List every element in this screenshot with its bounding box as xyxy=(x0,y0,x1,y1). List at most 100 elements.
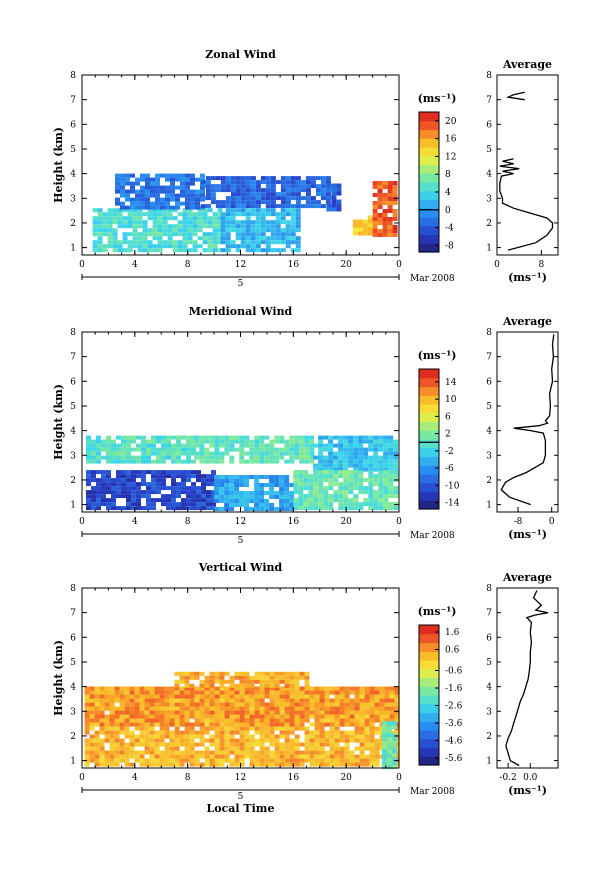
data-cell xyxy=(372,213,378,217)
data-cell xyxy=(179,730,185,735)
data-cell xyxy=(86,498,91,503)
data-cell xyxy=(259,754,265,759)
data-cell xyxy=(219,459,225,464)
data-cell xyxy=(104,722,110,727)
data-cell xyxy=(192,228,198,233)
data-cell xyxy=(234,503,240,507)
data-cell xyxy=(383,467,389,472)
data-cell xyxy=(116,443,121,448)
data-cell xyxy=(363,459,369,464)
data-cell xyxy=(104,758,110,763)
data-cell xyxy=(150,189,155,194)
data-cell xyxy=(229,722,235,727)
data-cell xyxy=(235,220,241,225)
data-cell xyxy=(131,490,136,495)
data-cell xyxy=(373,451,379,456)
data-cell xyxy=(224,503,230,507)
data-cell xyxy=(219,690,225,695)
data-cell xyxy=(189,754,195,759)
data-cell xyxy=(199,762,205,767)
data-cell xyxy=(349,710,355,715)
data-cell xyxy=(194,675,200,680)
data-cell xyxy=(299,710,305,715)
data-cell xyxy=(145,201,150,206)
data-cell xyxy=(293,490,299,495)
data-cell xyxy=(392,233,398,237)
data-cell xyxy=(130,197,135,202)
data-cell xyxy=(394,714,400,719)
data-cell xyxy=(379,698,385,703)
data-cell xyxy=(136,506,141,511)
data-cell xyxy=(164,734,170,739)
data-cell xyxy=(338,498,344,503)
data-cell xyxy=(224,742,230,747)
data-cell xyxy=(353,498,359,503)
data-cell xyxy=(209,683,215,688)
data-cell xyxy=(139,714,145,719)
data-cell xyxy=(199,683,205,688)
data-cell xyxy=(299,750,305,755)
data-cell xyxy=(201,474,206,479)
data-cell xyxy=(264,507,270,511)
data-cell xyxy=(359,686,365,691)
data-cell xyxy=(314,686,320,691)
data-cell xyxy=(279,758,285,763)
data-cell xyxy=(391,721,397,726)
data-cell xyxy=(116,470,121,475)
data-cell xyxy=(295,220,301,225)
data-cell xyxy=(303,470,309,475)
data-cell xyxy=(265,236,271,241)
data-cell xyxy=(101,494,106,499)
data-cell xyxy=(224,702,230,707)
data-cell xyxy=(186,435,191,440)
data-cell xyxy=(204,730,210,735)
data-cell xyxy=(369,690,375,695)
data-cell xyxy=(323,459,329,464)
data-cell xyxy=(187,212,193,217)
data-cell xyxy=(187,236,193,241)
data-cell xyxy=(313,502,319,507)
data-cell xyxy=(172,216,178,221)
data-cell xyxy=(181,482,186,487)
data-cell xyxy=(280,196,286,201)
data-cell xyxy=(171,451,176,456)
data-cell xyxy=(369,762,375,767)
data-cell xyxy=(255,196,261,201)
data-cell xyxy=(174,698,180,703)
data-cell xyxy=(234,714,240,719)
data-cell xyxy=(274,754,280,759)
data-cell xyxy=(142,232,148,237)
data-cell xyxy=(368,506,374,511)
data-cell xyxy=(171,482,176,487)
colorbar-segment xyxy=(419,190,439,201)
data-cell xyxy=(144,762,150,767)
data-cell xyxy=(109,714,115,719)
data-cell xyxy=(146,494,151,499)
data-cell xyxy=(219,718,225,723)
data-cell xyxy=(294,738,300,743)
data-cell xyxy=(353,451,359,456)
data-cell xyxy=(86,470,91,475)
data-cell xyxy=(219,671,225,676)
data-cell xyxy=(207,208,213,213)
data-cell xyxy=(215,200,221,205)
data-cell xyxy=(116,506,121,511)
data-cell xyxy=(299,706,305,711)
data-cell xyxy=(367,223,373,228)
data-cell xyxy=(157,236,163,241)
data-cell xyxy=(164,762,170,767)
data-cell xyxy=(304,706,310,711)
data-cell xyxy=(284,706,290,711)
data-cell xyxy=(352,219,358,224)
data-cell xyxy=(202,216,208,221)
data-cell xyxy=(260,180,266,185)
data-cell xyxy=(239,746,245,751)
data-cell xyxy=(94,746,100,751)
data-cell xyxy=(199,439,205,444)
data-cell xyxy=(280,204,286,209)
data-cell xyxy=(285,192,291,197)
data-cell xyxy=(259,459,265,464)
data-cell xyxy=(135,197,140,202)
data-cell xyxy=(393,447,399,452)
